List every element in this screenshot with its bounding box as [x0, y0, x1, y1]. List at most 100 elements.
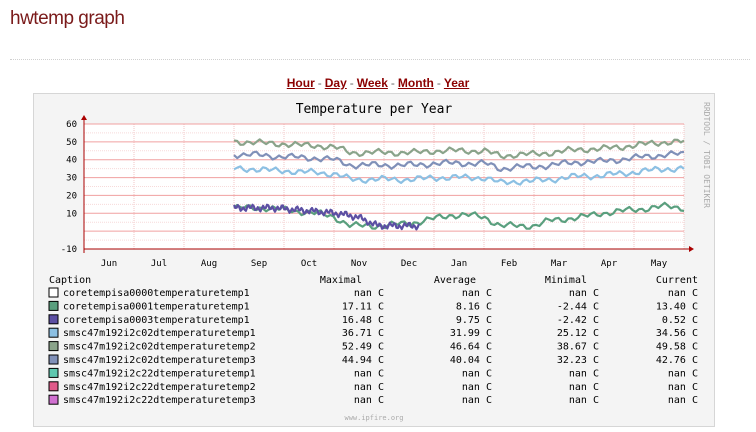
- legend-min: 32.23 C: [557, 355, 599, 366]
- legend-current: nan C: [668, 382, 698, 393]
- x-tick-label: Nov: [351, 259, 367, 269]
- legend-header-maximal: Maximal: [320, 275, 362, 286]
- rrdtool-watermark: RRDTOOL / TOBI OETIKER: [702, 102, 711, 208]
- legend-row: coretempisa0003temperaturetemp1 16.48 C 9.…: [48, 314, 698, 326]
- legend-caption: coretempisa0000temperaturetemp1: [63, 288, 250, 299]
- range-link-year[interactable]: Year: [443, 76, 470, 90]
- y-tick-label: 30: [66, 174, 77, 184]
- legend-max: nan C: [354, 368, 384, 379]
- legend-current: 34.56 C: [656, 328, 698, 339]
- series-line-coretempisa0003temperaturetemp1: [232, 203, 421, 231]
- legend-max: nan C: [354, 288, 384, 299]
- y-tick-label: 40: [66, 156, 77, 166]
- range-separator: -: [317, 76, 322, 90]
- legend-row: coretempisa0001temperaturetemp1 17.11 C 8.…: [48, 300, 698, 312]
- series-line-smsc47m192i2c02dtemperaturetemp3: [233, 150, 685, 173]
- legend-row: smsc47m192i2c22dtemperaturetemp1 nan C nan…: [48, 367, 698, 379]
- legend-row: smsc47m192i2c02dtemperaturetemp2 52.49 C 4…: [48, 341, 698, 353]
- legend-max: 52.49 C: [342, 342, 384, 353]
- y-axis-arrow: [81, 115, 87, 120]
- legend-header-average: Average: [434, 275, 476, 286]
- x-axis-arrow: [689, 246, 694, 252]
- x-tick-label: Oct: [301, 259, 317, 269]
- x-tick-label: Jul: [151, 259, 167, 269]
- y-tick-label: -10: [61, 245, 77, 255]
- legend-current: 13.40 C: [656, 301, 698, 312]
- x-tick-label: Aug: [201, 259, 217, 269]
- legend-header-current: Current: [656, 275, 698, 286]
- graph-image: Temperature per Year RRDTOOL / TOBI OETI…: [33, 93, 715, 427]
- legend-max: 16.48 C: [342, 315, 384, 326]
- legend-swatch: [48, 314, 59, 325]
- page-title: hwtemp graph: [10, 8, 125, 29]
- y-tick-label: 20: [66, 191, 77, 201]
- legend-caption: smsc47m192i2c02dtemperaturetemp1: [63, 328, 256, 339]
- legend-avg: 40.04 C: [450, 355, 492, 366]
- legend-current: nan C: [668, 395, 698, 406]
- legend-swatch: [48, 341, 59, 352]
- footer-watermark: www.ipfire.org: [344, 414, 403, 422]
- legend-swatch: [48, 300, 59, 311]
- x-tick-label: Jan: [451, 259, 467, 269]
- legend-swatch: [48, 381, 59, 392]
- legend-caption: smsc47m192i2c02dtemperaturetemp2: [63, 342, 256, 353]
- range-link-day[interactable]: Day: [324, 76, 347, 90]
- x-tick-label: May: [651, 259, 668, 269]
- legend-max: 36.71 C: [342, 328, 384, 339]
- legend-row: coretempisa0000temperaturetemp1 nan C nan …: [48, 287, 698, 299]
- legend-caption: smsc47m192i2c22dtemperaturetemp2: [63, 382, 256, 393]
- legend-avg: 9.75 C: [456, 315, 492, 326]
- legend-avg: nan C: [462, 395, 492, 406]
- legend-swatch: [48, 327, 59, 338]
- legend-min: nan C: [569, 395, 599, 406]
- legend-swatch: [48, 287, 59, 298]
- legend-avg: 31.99 C: [450, 328, 492, 339]
- range-link-hour[interactable]: Hour: [286, 76, 315, 90]
- x-tick-label: Mar: [551, 259, 568, 269]
- time-range-nav: Hour - Day - Week - Month - Year: [0, 76, 756, 90]
- legend-current: 42.76 C: [656, 355, 698, 366]
- legend-min: 25.12 C: [557, 328, 599, 339]
- range-separator: -: [390, 76, 395, 90]
- range-separator: -: [436, 76, 441, 90]
- legend-swatch: [48, 354, 59, 365]
- legend-row: smsc47m192i2c02dtemperaturetemp3 44.94 C 4…: [48, 354, 698, 366]
- legend-header-caption: Caption: [49, 275, 91, 286]
- y-tick-label: 60: [66, 120, 77, 130]
- legend-min: -2.44 C: [557, 301, 599, 312]
- legend-header-minimal: Minimal: [545, 275, 587, 286]
- legend-avg: nan C: [462, 368, 492, 379]
- x-tick-label: Jun: [101, 259, 117, 269]
- legend-swatch: [48, 367, 59, 378]
- legend-min: 38.67 C: [557, 342, 599, 353]
- legend-current: nan C: [668, 288, 698, 299]
- legend-min: nan C: [569, 368, 599, 379]
- legend-min: nan C: [569, 288, 599, 299]
- legend-caption: coretempisa0001temperaturetemp1: [63, 301, 250, 312]
- x-tick-label: Dec: [401, 259, 417, 269]
- legend-caption: coretempisa0003temperaturetemp1: [63, 315, 250, 326]
- title-divider: [10, 59, 750, 60]
- chart-title: Temperature per Year: [296, 102, 453, 117]
- legend-row: smsc47m192i2c22dtemperaturetemp2 nan C nan…: [48, 381, 698, 393]
- legend-caption: smsc47m192i2c02dtemperaturetemp3: [63, 355, 256, 366]
- legend-current: nan C: [668, 368, 698, 379]
- x-tick-label: Sep: [251, 259, 267, 269]
- range-separator: -: [349, 76, 354, 90]
- legend-row: smsc47m192i2c02dtemperaturetemp1 36.71 C 3…: [48, 327, 698, 339]
- legend-max: nan C: [354, 395, 384, 406]
- legend-row: smsc47m192i2c22dtemperaturetemp3 nan C nan…: [48, 394, 698, 406]
- legend-current: 0.52 C: [662, 315, 698, 326]
- legend-min: -2.42 C: [557, 315, 599, 326]
- legend-current: 49.58 C: [656, 342, 698, 353]
- y-tick-label: 10: [66, 209, 77, 219]
- series-line-smsc47m192i2c02dtemperaturetemp2: [233, 138, 685, 160]
- legend-avg: 8.16 C: [456, 301, 492, 312]
- legend-avg: nan C: [462, 288, 492, 299]
- legend-avg: nan C: [462, 382, 492, 393]
- x-tick-label: Feb: [501, 259, 517, 269]
- range-link-week[interactable]: Week: [356, 76, 388, 90]
- legend-caption: smsc47m192i2c22dtemperaturetemp1: [63, 368, 256, 379]
- legend-max: nan C: [354, 382, 384, 393]
- range-link-month[interactable]: Month: [397, 76, 434, 90]
